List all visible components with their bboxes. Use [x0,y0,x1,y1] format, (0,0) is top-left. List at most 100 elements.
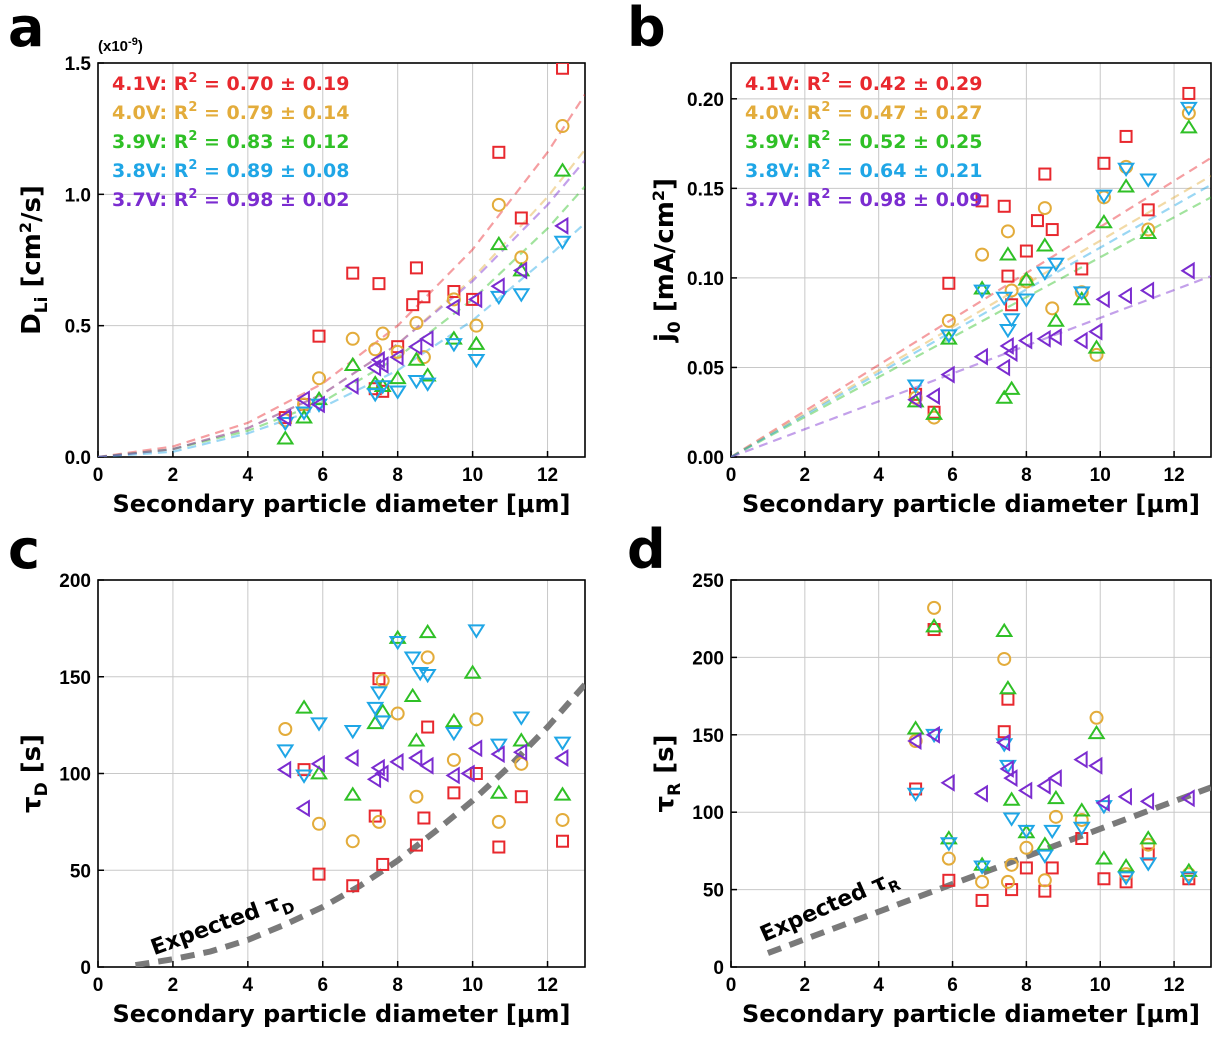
point-3.7V-triangle-left [460,764,475,783]
point-4.1V-square [1019,861,1033,875]
point-3.8V-triangle-down [939,837,958,852]
y-tick-label: 1.5 [65,54,92,75]
point-3.7V-triangle-left [276,408,292,427]
point-3.9V-triangle-up [295,409,313,424]
point-4.0V-circle [1000,874,1015,889]
fit-line-3.8V [731,183,1211,457]
point-4.1V-square [346,266,360,280]
y-axis-label: DLi [cm2/s] [16,185,52,335]
point-3.9V-triangle-up [995,622,1014,637]
point-4.1V-square [469,767,483,780]
point-4.0V-circle [469,712,484,727]
point-4.1V-square [975,893,989,907]
point-4.0V-circle [555,812,570,827]
point-3.9V-triangle-up [1117,858,1136,873]
r2-annotation-4.0V: 4.0V: R2 = 0.79 ± 0.14 [112,100,349,124]
point-3.7V-triangle-left [467,739,483,758]
point-3.9V-triangle-up [553,162,572,177]
point-3.8V-triangle-down [370,686,388,701]
x-tick-label: 6 [947,975,958,996]
point-3.8V-triangle-down [373,380,392,395]
y-axis-label-sub: R [665,783,685,796]
x-tick-label: 0 [93,465,104,486]
x-tick-label: 8 [1021,465,1032,486]
point-3.7V-triangle-left [940,365,955,384]
point-3.9V-triangle-up [1035,237,1054,252]
point-3.7V-triangle-left [1018,781,1033,800]
point-3.7V-triangle-left [1139,792,1155,811]
point-3.8V-triangle-down [973,284,992,299]
point-3.7V-triangle-left [389,752,404,771]
r2-annotation-3.9V: 3.9V: R2 = 0.52 ± 0.25 [745,129,982,153]
y-axis-label-end: ] [650,178,680,190]
point-3.7V-triangle-left [554,216,569,235]
point-3.9V-triangle-up [553,786,572,801]
point-3.9V-triangle-up [295,699,313,714]
point-4.0V-circle [1141,837,1156,852]
point-3.7V-triangle-left [1088,322,1103,341]
y-tick-label: 0.00 [687,448,724,469]
x-tick-label: 4 [243,975,254,996]
point-3.9V-triangle-up [1017,271,1036,286]
point-3.9V-triangle-up [1117,178,1136,193]
point-3.9V-triangle-up [489,784,508,799]
point-3.8V-triangle-down [1117,871,1136,886]
fit-line-4.1V [731,156,1211,457]
point-3.7V-triangle-left [512,261,528,280]
fit-line-3.9V [98,185,585,457]
point-4.0V-circle [375,326,390,341]
y-axis-label-rest: [mA/cm [650,201,680,321]
point-3.8V-triangle-down [373,715,392,730]
point-3.9V-triangle-up [467,335,486,350]
point-3.7V-triangle-left [1117,286,1132,305]
point-3.8V-triangle-down [1035,266,1054,281]
x-tick-label: 10 [1090,975,1111,996]
point-3.7V-triangle-left [1036,329,1051,348]
point-4.0V-circle [312,816,327,831]
point-3.8V-triangle-down [467,624,486,639]
point-3.9V-triangle-up [343,786,362,801]
point-3.7V-triangle-left [344,749,359,767]
point-3.7V-triangle-left [276,760,292,779]
point-3.8V-triangle-down [1017,824,1036,840]
point-4.0V-circle [1000,224,1015,239]
point-3.8V-triangle-down [418,668,437,684]
point-4.0V-circle [446,752,461,767]
point-3.9V-triangle-up [1072,802,1091,817]
point-4.1V-square [421,720,435,734]
point-4.1V-square [406,298,420,312]
point-3.7V-triangle-left [925,725,940,744]
point-4.0V-circle [1037,873,1052,888]
x-tick-label: 0 [726,465,737,486]
point-3.9V-triangle-up [1139,830,1158,845]
point-3.8V-triangle-down [407,374,426,390]
x-tick-label: 6 [317,975,328,996]
y-tick-label: 250 [692,571,724,592]
point-3.9V-triangle-up [995,389,1014,404]
point-3.8V-triangle-down [1002,313,1021,328]
point-3.9V-triangle-up [310,765,328,780]
y-tick-label: 200 [692,648,724,669]
point-3.7V-triangle-left [310,754,325,773]
x-tick-label: 2 [800,465,811,486]
plot-frame [730,579,1212,968]
point-4.1V-square [1097,156,1111,170]
point-3.7V-triangle-left [408,749,423,767]
point-3.7V-triangle-left [999,337,1014,355]
point-3.7V-triangle-left [408,337,423,356]
point-4.1V-square [409,261,423,275]
point-4.1V-square [514,211,528,225]
point-3.8V-triangle-down [1139,857,1158,872]
point-4.0V-circle [491,197,506,212]
point-4.1V-square [1119,875,1133,889]
point-3.9V-triangle-up [1002,791,1021,806]
point-4.0V-circle [941,851,956,866]
point-3.7V-triangle-left [295,799,310,818]
point-3.9V-triangle-up [973,856,992,871]
x-tick-label: 6 [947,465,958,486]
y-tick-label: 0.0 [65,448,91,469]
point-3.9V-triangle-up [1179,862,1198,877]
point-4.1V-square [556,63,570,75]
point-3.8V-triangle-down [1017,293,1036,308]
point-3.9V-triangle-up [1002,380,1021,395]
